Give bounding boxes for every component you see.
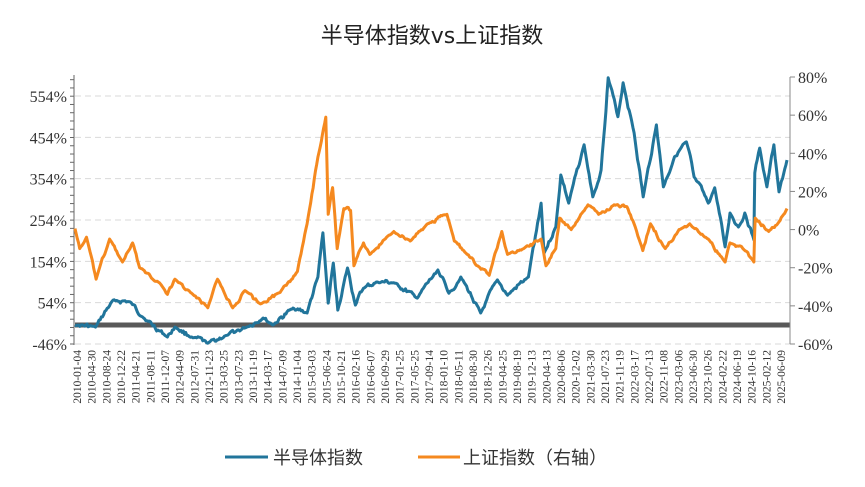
x-tick-label: 2017-09-14 [424,350,436,404]
series-line-sse [73,115,789,310]
axes: -46% 54% 154% 254% 354% 454% 554% -60% -40% -20% 0… [30,70,833,404]
x-tick-label: 2019-12-13 [527,350,539,404]
y-right-tick-label: 0% [798,223,819,240]
x-tick-label: 2015-10-21 [336,350,348,404]
x-tick-label: 2014-03-17 [263,350,275,404]
x-tick-label: 2015-03-03 [307,350,319,404]
y-left-tick-label: 554% [30,89,67,106]
series-line-semiconductor [74,76,789,345]
x-tick-label: 2010-01-04 [72,350,84,404]
x-tick-label: 2011-08-11 [145,350,157,403]
y-right-tick-label: -20% [798,261,833,278]
x-tick-label: 2015-06-24 [321,350,333,404]
x-tick-label: 2012-07-31 [189,350,201,404]
x-tick-label: 2010-12-22 [116,350,128,404]
y-left-tick-label: 254% [30,213,67,230]
y-right-tick-label: -40% [798,299,833,316]
gridlines [75,95,790,345]
x-tick-label: 2022-07-13 [644,350,656,404]
x-tick-label: 2025-06-09 [776,350,788,404]
x-tick-label: 2021-11-19 [615,350,627,403]
y-right-tick-label: 20% [798,184,827,201]
y-right-tick-label: -60% [798,337,833,354]
x-tick-label: 2017-01-25 [395,350,407,404]
y-left-tick-label: 354% [30,172,67,189]
legend-label-semiconductor: 半导体指数 [273,448,363,469]
y-left-tick-label: 154% [30,254,67,271]
y-right-tick-label: 80% [798,70,827,87]
x-tick-label: 2010-04-30 [87,350,99,404]
x-tick-label: 2020-08-06 [556,350,568,404]
x-tick-label: 2010-08-24 [101,350,113,404]
x-tick-label: 2024-02-22 [717,350,729,404]
x-tick-label: 2023-03-06 [673,350,685,404]
y-left-tick-label: 54% [38,296,67,313]
x-tick-label: 2016-06-07 [365,350,377,404]
x-tick-label: 2014-07-09 [277,350,289,404]
x-tick-label: 2021-03-30 [585,350,597,404]
x-tick-label: 2016-02-16 [351,350,363,404]
x-tick-label: 2012-11-23 [204,350,216,403]
legend: 半导体指数 上证指数（右轴） [225,448,607,469]
x-tick-label: 2017-05-25 [409,350,421,404]
y-right-tick-label: 60% [798,108,827,125]
legend-label-sse: 上证指数（右轴） [463,448,607,469]
x-tick-label: 2013-11-19 [248,350,260,403]
x-tick-label: 2014-11-04 [292,350,304,403]
x-tick-label: 2021-07-23 [600,350,612,404]
x-tick-label: 2018-08-30 [468,350,480,404]
x-tick-label: 2018-12-26 [483,350,495,404]
y-left-tick-label: 454% [30,130,67,147]
chart-title: 半导体指数vs上证指数 [321,24,543,49]
y-right-tick-label: 40% [798,146,827,163]
x-tick-label: 2023-10-26 [703,350,715,404]
x-tick-label: 2024-10-16 [747,350,759,404]
x-tick-label: 2013-07-23 [233,350,245,404]
x-tick-label: 2011-04-21 [131,350,143,403]
x-tick-label: 2020-04-13 [541,350,553,404]
x-tick-label: 2025-02-12 [761,350,773,404]
x-tick-label: 2023-06-30 [688,350,700,404]
x-tick-label: 2022-03-17 [629,350,641,404]
x-tick-label: 2019-04-25 [497,350,509,404]
series-lines [73,76,789,345]
x-tick-label: 2020-12-02 [571,350,583,404]
x-tick-label: 2016-09-29 [380,350,392,404]
y-left-tick-label: -46% [32,337,67,354]
x-tick-label: 2013-03-25 [219,350,231,404]
x-tick-label: 2019-08-19 [512,350,524,404]
x-tick-label: 2022-11-08 [659,350,671,403]
x-tick-label: 2012-04-09 [175,350,187,404]
x-tick-label: 2024-06-19 [732,350,744,404]
x-tick-label: 2011-12-07 [160,350,172,403]
x-tick-label: 2018-05-11 [453,350,465,403]
x-tick-label: 2018-01-10 [439,350,451,404]
